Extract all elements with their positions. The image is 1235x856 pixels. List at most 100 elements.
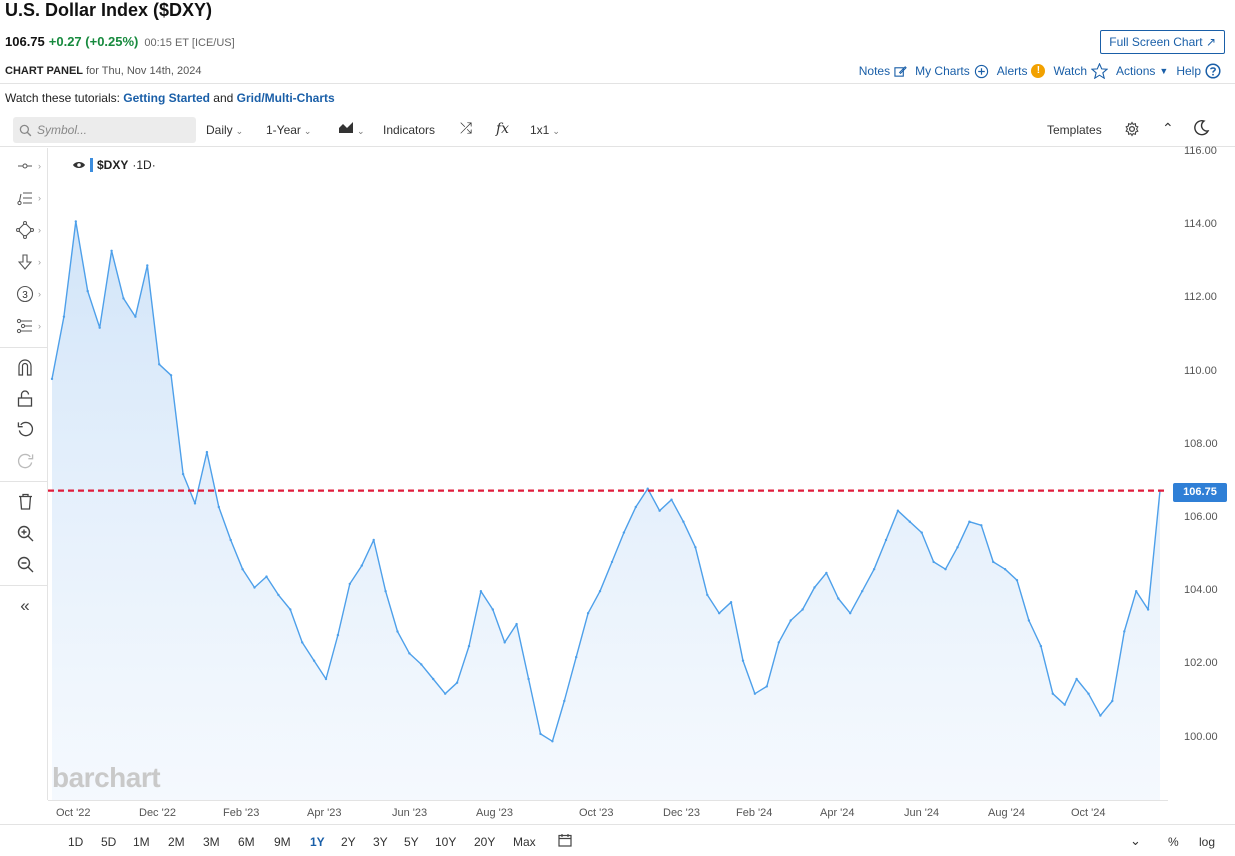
data-point <box>324 677 328 681</box>
chart-panel-title: CHART PANEL for Thu, Nov 14th, 2024 <box>5 65 201 77</box>
range-button-max[interactable]: Max <box>513 835 536 849</box>
data-point <box>980 524 983 527</box>
period-dropdown[interactable]: 1-Year ⌄ <box>266 123 311 137</box>
range-button-9m[interactable]: 9M <box>274 835 291 849</box>
chart-legend[interactable]: $DXY ·1D· <box>72 158 156 172</box>
chart-area[interactable] <box>48 148 1168 800</box>
range-button-2y[interactable]: 2Y <box>341 835 356 849</box>
interval-label: Daily <box>206 123 233 137</box>
y-tick-label: 104.00 <box>1184 584 1218 597</box>
expand-down-icon[interactable]: ⌄ <box>1130 833 1141 848</box>
tutorials-line: Watch these tutorials: Getting Started a… <box>5 91 335 105</box>
line-tool-icon[interactable]: › <box>14 155 41 177</box>
chart-type-dropdown[interactable]: ⌄ <box>338 121 365 137</box>
zoom-out-icon[interactable] <box>14 553 36 575</box>
data-point <box>861 590 864 593</box>
range-button-5d[interactable]: 5D <box>101 835 117 849</box>
range-button-6m[interactable]: 6M <box>238 835 255 849</box>
range-button-10y[interactable]: 10Y <box>435 835 457 849</box>
chart-toolbar: Symbol... Daily ⌄ 1-Year ⌄ ⌄ Indicators ⤮ … <box>0 113 1235 147</box>
redo-icon[interactable] <box>14 450 36 472</box>
dark-mode-icon[interactable] <box>1192 119 1210 140</box>
x-tick-label: Oct '22 <box>56 807 91 819</box>
pattern-tool-icon[interactable]: › <box>14 315 41 337</box>
interval-dropdown[interactable]: Daily ⌄ <box>206 123 243 137</box>
compare-icon[interactable]: ⤮ <box>460 120 473 137</box>
percent-toggle[interactable]: % <box>1168 835 1179 849</box>
data-point <box>265 575 268 578</box>
eye-icon[interactable] <box>72 160 86 170</box>
full-screen-chart-button[interactable]: Full Screen Chart ↗ <box>1100 30 1225 54</box>
data-point <box>396 630 399 633</box>
range-button-5y[interactable]: 5Y <box>404 835 419 849</box>
undo-icon[interactable] <box>14 418 36 440</box>
data-point <box>432 677 435 681</box>
price-area-fill <box>52 221 1160 800</box>
zoom-in-icon[interactable] <box>14 522 36 544</box>
layout-label: 1x1 <box>530 123 550 137</box>
add-circle-icon <box>974 64 988 78</box>
watch-label: Watch <box>1053 64 1088 78</box>
watch-button[interactable]: Watch <box>1053 63 1109 79</box>
log-toggle[interactable]: log <box>1199 835 1216 849</box>
range-button-1d[interactable]: 1D <box>68 835 84 849</box>
range-button-20y[interactable]: 20Y <box>474 835 496 849</box>
data-point <box>241 568 244 571</box>
getting-started-link[interactable]: Getting Started <box>123 91 210 105</box>
data-point <box>634 505 637 509</box>
range-button-1m[interactable]: 1M <box>133 835 150 849</box>
collapse-sidebar-icon[interactable]: « <box>20 596 30 615</box>
range-button-3y[interactable]: 3Y <box>373 835 388 849</box>
fib-tool-icon[interactable]: › <box>14 187 41 209</box>
grid-multi-charts-link[interactable]: Grid/Multi-Charts <box>236 91 335 105</box>
caret-down-icon: ▼ <box>1159 66 1169 76</box>
data-point <box>134 315 137 318</box>
alerts-label: Alerts <box>996 64 1028 78</box>
chevron-down-icon: ⌄ <box>303 126 312 136</box>
price-chart <box>48 220 1168 800</box>
data-point <box>1099 714 1102 717</box>
quote-time: 00:15 ET [ICE/US] <box>144 37 235 49</box>
chart-panel-date: for Thu, Nov 14th, 2024 <box>86 65 202 77</box>
my-charts-button[interactable]: My Charts <box>915 64 989 79</box>
templates-button[interactable]: Templates <box>1047 123 1102 137</box>
x-tick-label: Feb '24 <box>736 807 773 819</box>
data-point <box>1063 703 1066 706</box>
price-change: +0.27 (+0.25%) <box>48 34 139 49</box>
svg-text:3: 3 <box>22 290 28 301</box>
number-tool-icon[interactable]: 3 › <box>14 283 41 305</box>
trash-icon[interactable] <box>14 490 36 512</box>
settings-gear-icon[interactable] <box>1124 121 1140 140</box>
help-icon <box>1205 63 1221 79</box>
symbol-search-input[interactable]: Symbol... <box>13 117 196 143</box>
help-button[interactable]: Help <box>1176 63 1221 79</box>
x-axis[interactable]: Oct '22 Dec '22 Feb '23 Apr '23 Jun '23 Aug '… <box>48 800 1168 822</box>
indicators-button[interactable]: Indicators <box>383 123 436 137</box>
unlock-icon[interactable] <box>14 387 36 409</box>
series-color-swatch <box>90 158 93 172</box>
notes-button[interactable]: Notes <box>859 64 907 78</box>
range-button-3m[interactable]: 3M <box>203 835 220 849</box>
data-point <box>301 641 304 644</box>
data-point <box>444 692 447 695</box>
my-charts-label: My Charts <box>915 64 970 78</box>
tutorials-prefix: Watch these tutorials: <box>5 91 120 105</box>
actions-menu[interactable]: Actions ▼ <box>1116 64 1168 78</box>
range-button-2m[interactable]: 2M <box>168 835 185 849</box>
alerts-button[interactable]: Alerts ! <box>997 64 1046 78</box>
y-axis[interactable]: 116.00 114.00 112.00 110.00 108.00 106.00 104.… <box>1168 145 1235 800</box>
shape-tool-icon[interactable]: › <box>14 219 41 241</box>
arrow-down-tool-icon[interactable]: › <box>14 251 41 273</box>
data-point <box>718 612 721 615</box>
data-point <box>575 655 578 659</box>
data-point <box>670 498 673 501</box>
range-button-1y[interactable]: 1Y <box>310 835 325 849</box>
collapse-up-icon[interactable]: ⌃ <box>1162 120 1174 136</box>
data-point <box>193 502 197 505</box>
magnet-icon[interactable] <box>14 356 36 378</box>
layout-dropdown[interactable]: 1x1 ⌄ <box>530 123 560 137</box>
panel-actions: Notes My Charts Alerts ! Watch Actions ▼… <box>859 63 1221 79</box>
calendar-icon[interactable] <box>558 833 572 850</box>
x-tick-label: Oct '23 <box>579 807 614 819</box>
fx-button[interactable]: fx <box>496 121 510 137</box>
